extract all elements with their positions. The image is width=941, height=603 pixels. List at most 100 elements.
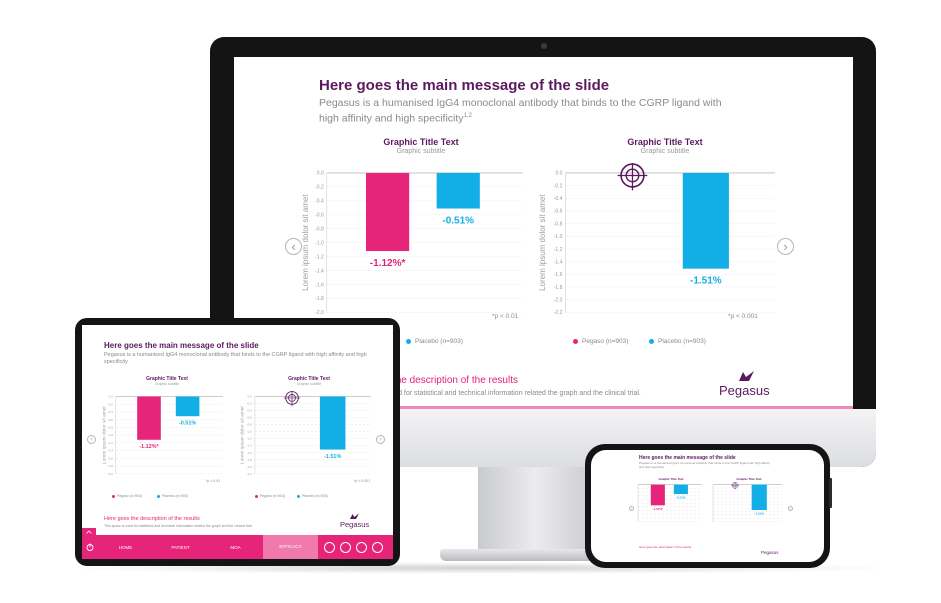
tablet-description-highlight: description of the results: [140, 516, 200, 522]
phone-next-button[interactable]: ›: [788, 506, 793, 511]
legend-label-pegaso: Pegaso (n=903): [260, 494, 286, 498]
chart1-legend-placebo: Placebo (n=903): [406, 338, 463, 345]
chevron-left-icon: ‹: [90, 436, 93, 443]
nav-expand-tab[interactable]: [82, 528, 96, 535]
bar-data-label: -1.51%: [690, 276, 722, 287]
bar-pegaso: [366, 172, 410, 252]
nav-action-button-1[interactable]: [324, 541, 335, 553]
chart2-significance-note: *p < 0.001: [728, 313, 758, 320]
prev-slide-button[interactable]: ‹: [285, 238, 302, 255]
bar-data-label: -1.12%*: [370, 258, 406, 269]
y-tick-label: -1.6: [108, 456, 114, 460]
webcam-icon: [541, 43, 547, 49]
phone-prev-button[interactable]: ‹: [629, 506, 634, 511]
results-description-text: This space is used for statistical and t…: [344, 390, 641, 397]
nav-action-button-3[interactable]: [356, 541, 367, 553]
y-tick-label: -2.2: [247, 472, 253, 476]
power-button[interactable]: [82, 535, 98, 559]
tablet-screen: Here goes the main message of the slide …: [82, 325, 393, 559]
y-tick-label: -1.0: [315, 240, 324, 246]
y-tick-label: -0.2: [315, 185, 324, 191]
tablet-chart2-plot: 0.0 -0.2 -0.4 -0.6 -0.8 -1.0 -1.2 -1.4 -1.6 -1.8 -…: [240, 391, 371, 476]
pegasus-logo: Pegasus: [717, 370, 777, 402]
slide-subtitle-ref: 1,2: [463, 113, 472, 119]
nav-action-button-4[interactable]: [372, 541, 383, 553]
y-tick-label: -1.4: [554, 259, 563, 265]
bar-placebo: [175, 396, 200, 417]
y-tick-label: -0.4: [247, 409, 253, 413]
y-tick-label: 0.0: [248, 395, 253, 399]
bar-placebo: [682, 172, 729, 269]
pegasus-wing-icon: [350, 513, 359, 519]
chart2-title: Graphic Title Text: [627, 137, 703, 147]
tablet-legend-placebo-2: Placebo (n=903): [297, 494, 328, 498]
next-slide-button[interactable]: ›: [777, 238, 794, 255]
results-description-highlight: description of the results: [409, 375, 518, 386]
y-tick-label: -0.8: [108, 425, 114, 429]
y-tick-label: -2.0: [554, 297, 563, 303]
phone-chart1-title: Graphic Title Text: [658, 477, 684, 481]
y-tick-label: 0.0: [555, 171, 562, 177]
tablet-chart2-subtitle: Graphic subtitle: [296, 382, 322, 386]
tablet-description-title: Here goes the description of the results: [104, 516, 200, 522]
bar-pegaso: [650, 484, 665, 506]
bar-pegaso: [137, 396, 161, 440]
phone-chart2-plot: -1.51%: [712, 482, 782, 522]
tablet-description-prefix: Here goes the: [104, 516, 139, 522]
slide-bottom-accent: [234, 406, 853, 409]
tablet-prev-button[interactable]: ‹: [87, 435, 96, 444]
legend-swatch-placebo: [297, 494, 300, 498]
bar-data-label: -1.12%*: [652, 507, 664, 511]
pegasus-wing-icon: [739, 371, 754, 381]
tablet-pegasus-logo: Pegasus: [337, 513, 377, 533]
nav-tab-patient[interactable]: PATIENT: [171, 544, 190, 550]
tablet-chart2-title: Graphic Title Text: [288, 376, 330, 382]
legend-swatch-pegaso: [573, 339, 578, 344]
bar-data-label: -1.51%: [324, 454, 342, 460]
bar-data-label: -0.51%: [179, 420, 197, 426]
y-tick-label: -2.0: [247, 465, 253, 469]
chevron-up-icon: [86, 529, 92, 534]
slide-title: Here goes the main message of the slide: [319, 77, 610, 94]
phone-logo-text: Pegasus: [761, 550, 779, 555]
crosshair-target-icon: [617, 163, 648, 191]
nav-tab-home[interactable]: HOME: [118, 544, 133, 550]
y-axis-label: Lorem ipsum dolor sit amet: [102, 406, 108, 465]
y-tick-label: -0.4: [315, 199, 324, 205]
legend-label-pegaso: Pegaso (n=903): [117, 494, 143, 498]
bar-placebo: [751, 484, 767, 511]
y-tick-label: -1.6: [554, 272, 563, 278]
tablet-next-button[interactable]: ›: [376, 435, 385, 444]
y-tick-label: -1.2: [554, 247, 563, 253]
y-tick-label: -1.8: [247, 458, 253, 462]
nav-tab-efficacy[interactable]: EFFICACY: [263, 535, 318, 559]
y-tick-label: -0.8: [247, 423, 253, 427]
tablet-legend-placebo-1: Placebo (n=903): [157, 494, 188, 498]
legend-label-placebo: Placebo (n=903): [658, 338, 706, 345]
chevron-right-icon: ›: [379, 436, 382, 443]
nav-tab-moa[interactable]: MOA: [230, 544, 241, 550]
y-tick-label: -1.8: [108, 464, 114, 468]
tablet-chart2-note: *p < 0.001: [354, 479, 371, 483]
chart1-plot: 0.0 -0.2 -0.4 -0.6 -0.8 -1.0 -1.2 -1.4 -1.6 -1.8 -…: [302, 171, 523, 316]
crosshair-target-icon: [283, 391, 301, 407]
y-tick-label: -0.2: [247, 402, 253, 406]
bar-placebo: [319, 396, 346, 450]
legend-swatch-pegaso: [112, 494, 115, 498]
legend-swatch-placebo: [649, 339, 654, 344]
bar-placebo: [436, 172, 480, 209]
y-tick-label: -1.2: [108, 441, 114, 445]
y-tick-label: -0.8: [554, 221, 563, 227]
chart1-title: Graphic Title Text: [383, 137, 459, 147]
y-tick-label: -1.2: [315, 254, 324, 260]
y-tick-label: -2.0: [315, 310, 324, 316]
legend-label-placebo: Placebo (n=903): [415, 338, 463, 345]
y-tick-label: -1.8: [315, 296, 324, 302]
nav-action-button-2[interactable]: [340, 541, 351, 553]
y-tick-label: -0.6: [247, 416, 253, 420]
phone-screen: Here goes the main message of the slide …: [591, 450, 824, 562]
tablet-chart1-note: *p < 0.01: [206, 479, 221, 483]
logo-text: Pegasus: [719, 383, 770, 398]
slide-subtitle-text: Pegasus is a humanised IgG4 monoclonal a…: [319, 97, 722, 125]
